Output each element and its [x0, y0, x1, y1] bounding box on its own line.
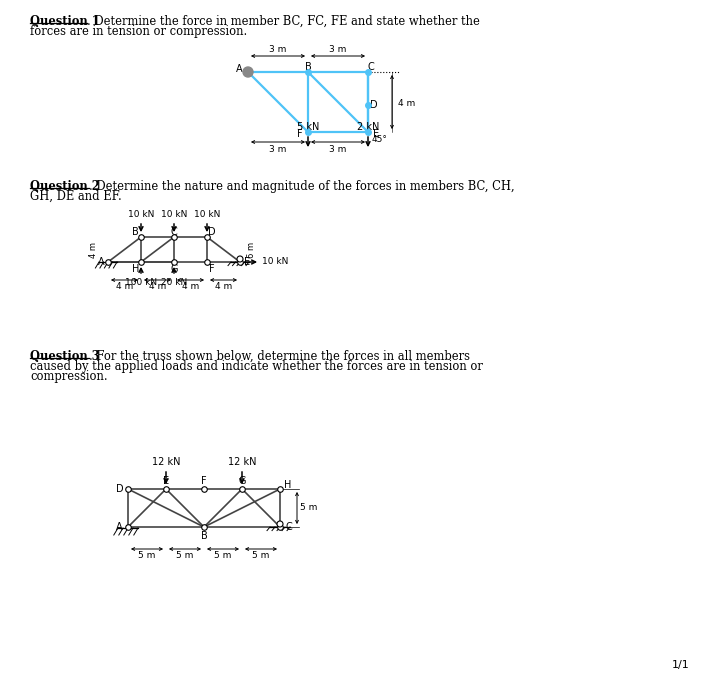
- Text: B: B: [132, 227, 138, 237]
- Text: Question 3: Question 3: [30, 350, 100, 363]
- Text: 10 kN: 10 kN: [262, 258, 288, 267]
- Text: 4 m: 4 m: [149, 282, 166, 291]
- Text: 10 kN: 10 kN: [128, 210, 154, 219]
- Text: E: E: [163, 476, 169, 486]
- Text: C: C: [285, 522, 293, 532]
- Text: 5 m: 5 m: [252, 551, 270, 560]
- Circle shape: [237, 256, 243, 262]
- Text: 4 m: 4 m: [398, 100, 416, 108]
- Text: 10 kN: 10 kN: [194, 210, 220, 219]
- Text: 12 kN: 12 kN: [228, 457, 256, 467]
- Text: Question 2: Question 2: [30, 180, 100, 193]
- Text: A: A: [116, 522, 122, 532]
- Text: 3 m: 3 m: [270, 145, 287, 154]
- Text: 1/1: 1/1: [672, 660, 690, 670]
- Text: B: B: [305, 62, 311, 72]
- Text: C: C: [367, 62, 375, 72]
- Text: 100 kN: 100 kN: [125, 278, 157, 287]
- Text: C: C: [170, 227, 178, 237]
- Text: E: E: [373, 129, 379, 139]
- Text: . Determine the force in member BC, FC, FE and state whether the: . Determine the force in member BC, FC, …: [87, 15, 480, 28]
- Text: 4 m: 4 m: [116, 282, 133, 291]
- Text: H: H: [284, 480, 292, 490]
- Text: F: F: [201, 476, 207, 486]
- Text: forces are in tension or compression.: forces are in tension or compression.: [30, 25, 247, 38]
- Text: D: D: [370, 100, 377, 110]
- Text: 5 m: 5 m: [214, 551, 232, 560]
- Text: 5 m: 5 m: [176, 551, 193, 560]
- Text: 3 m: 3 m: [329, 145, 347, 154]
- Circle shape: [277, 521, 283, 527]
- Text: 10 kN: 10 kN: [161, 210, 187, 219]
- Text: 4 m: 4 m: [215, 282, 232, 291]
- Text: 5 m: 5 m: [138, 551, 156, 560]
- Circle shape: [243, 67, 253, 77]
- Text: 2 kN: 2 kN: [357, 122, 379, 132]
- Text: G: G: [238, 476, 246, 486]
- Text: GH, DE and EF.: GH, DE and EF.: [30, 190, 122, 203]
- Text: D: D: [209, 227, 216, 237]
- Text: A: A: [98, 257, 104, 267]
- Text: 45°: 45°: [372, 135, 388, 144]
- Text: . For the truss shown below, determine the forces in all members: . For the truss shown below, determine t…: [89, 350, 470, 363]
- Text: B: B: [201, 531, 207, 541]
- Text: 3 m: 3 m: [270, 45, 287, 54]
- Text: H: H: [132, 264, 139, 274]
- Text: caused by the applied loads and indicate whether the forces are in tension or: caused by the applied loads and indicate…: [30, 360, 483, 373]
- Text: 20 kN: 20 kN: [161, 278, 187, 287]
- Text: G: G: [170, 264, 178, 274]
- Text: 4 m: 4 m: [182, 282, 199, 291]
- Text: 5 kN: 5 kN: [297, 122, 319, 132]
- Text: 12 kN: 12 kN: [152, 457, 180, 467]
- Text: F: F: [209, 264, 215, 274]
- Text: compression.: compression.: [30, 370, 108, 383]
- Text: Question 1: Question 1: [30, 15, 100, 28]
- Text: E: E: [244, 257, 250, 267]
- Text: 6 m: 6 m: [247, 241, 257, 258]
- Text: A: A: [236, 64, 242, 74]
- Text: D: D: [116, 484, 124, 494]
- Text: 5 m: 5 m: [300, 503, 317, 512]
- Text: . Determine the nature and magnitude of the forces in members BC, CH,: . Determine the nature and magnitude of …: [89, 180, 515, 193]
- Text: 3 m: 3 m: [329, 45, 347, 54]
- Text: 4 m: 4 m: [89, 241, 99, 258]
- Text: F: F: [297, 129, 303, 139]
